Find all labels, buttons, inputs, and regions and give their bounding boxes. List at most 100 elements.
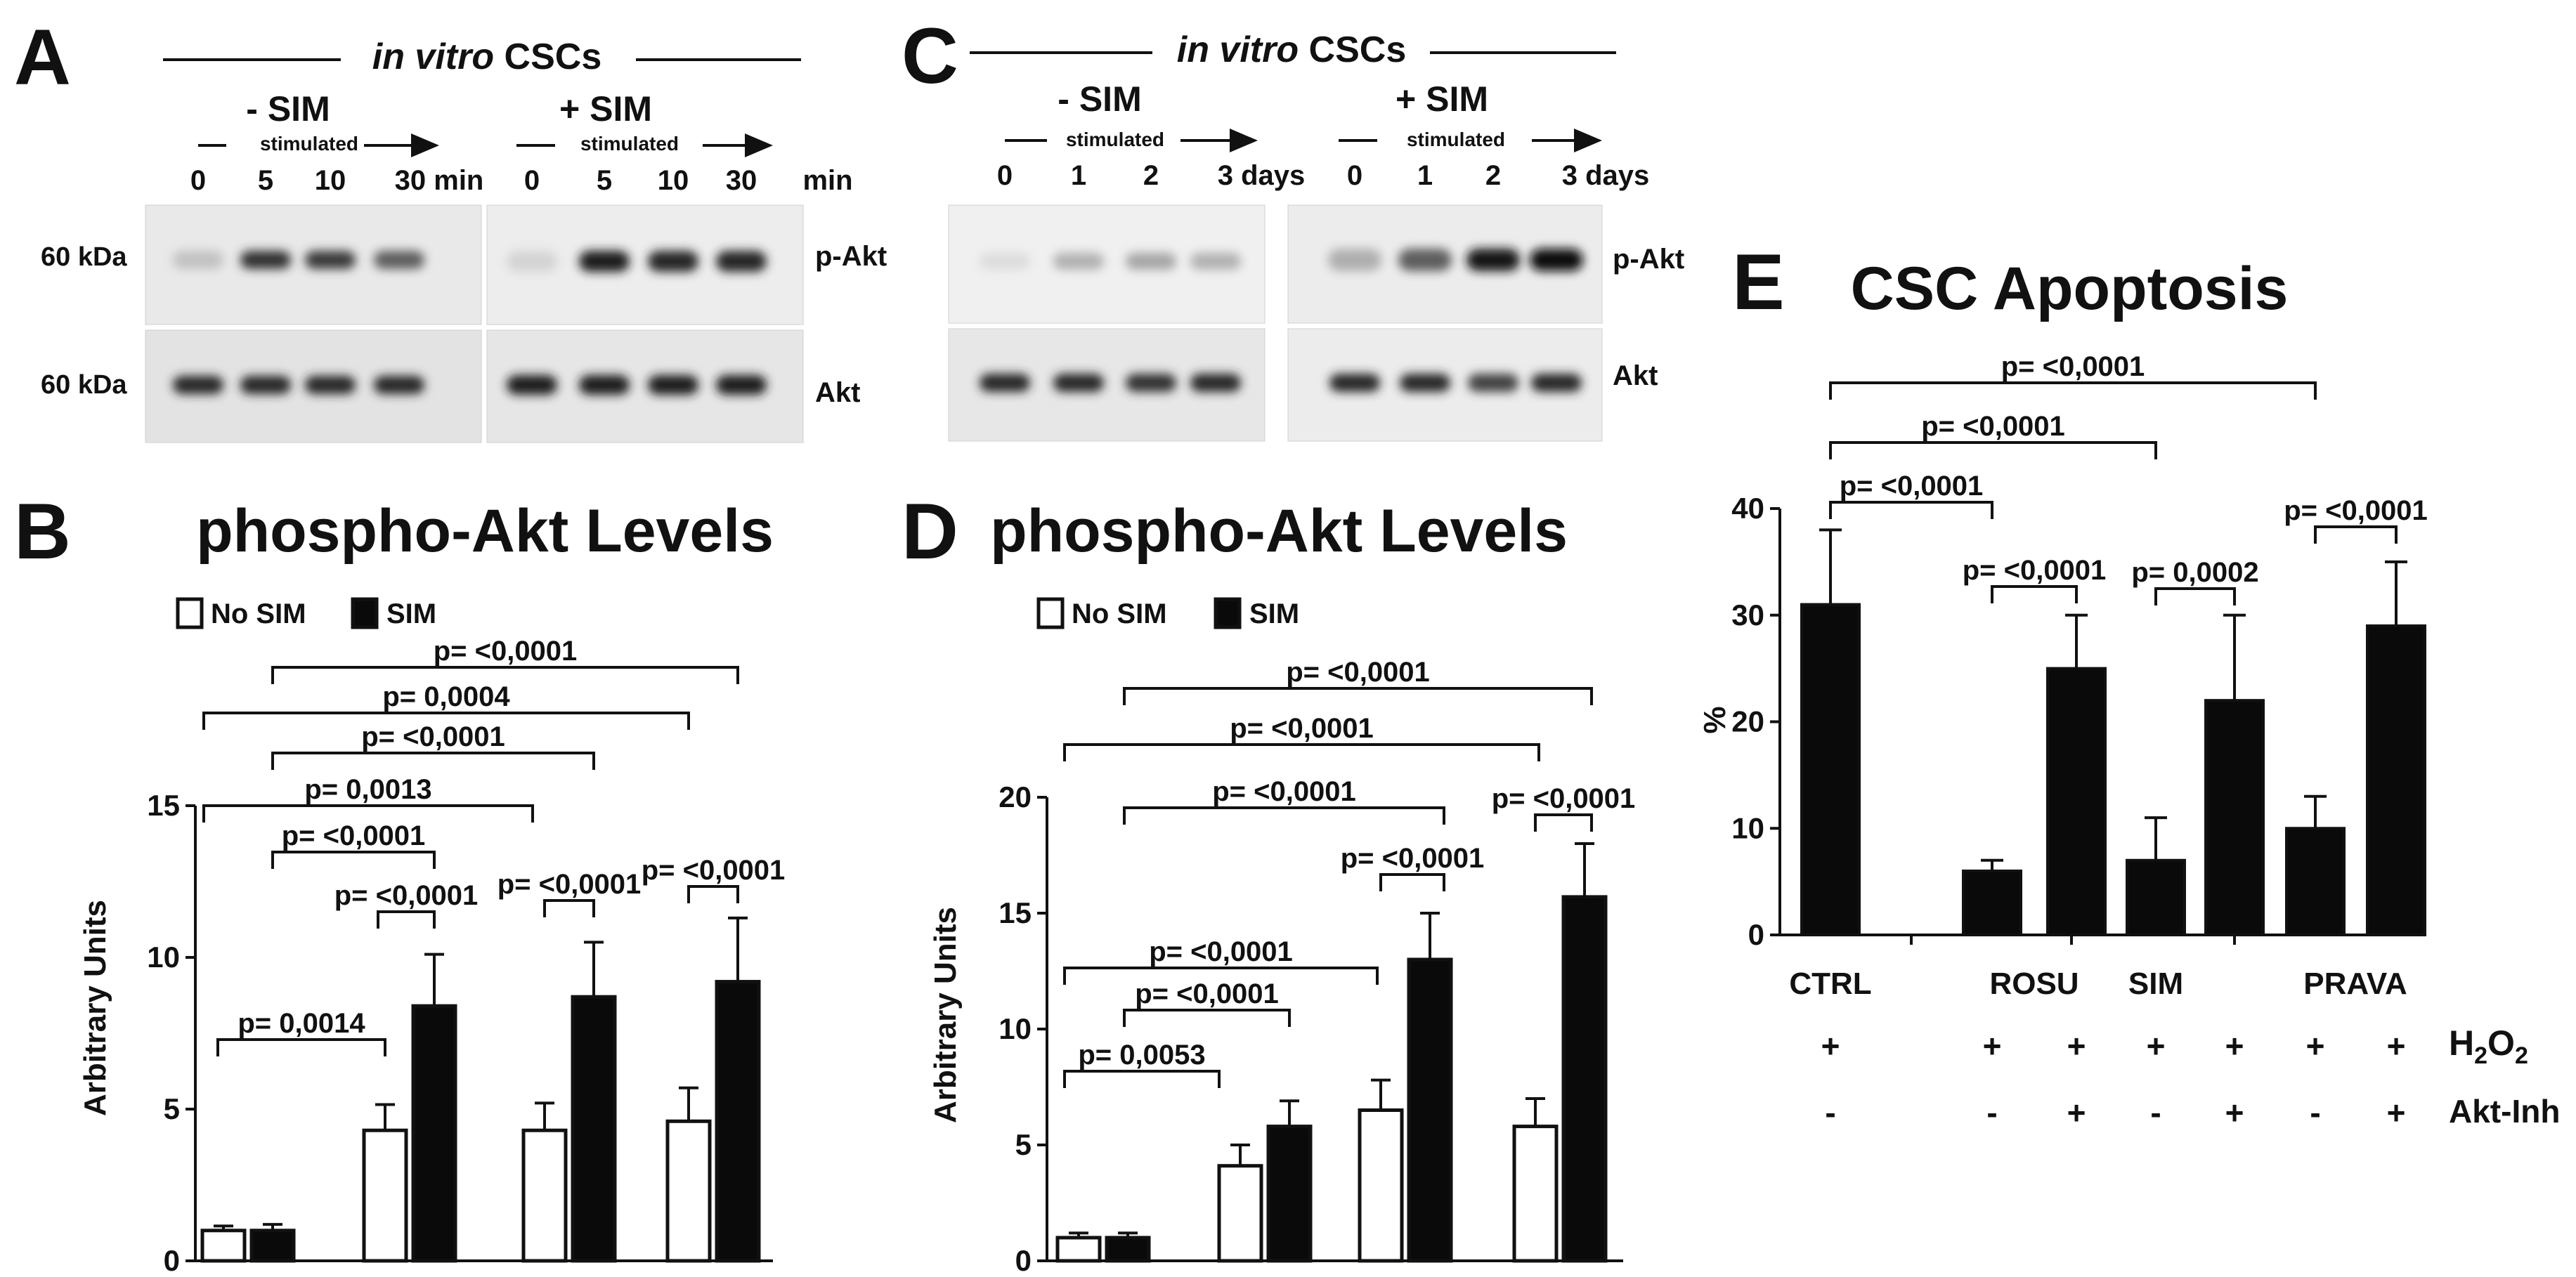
blot-a-row-akt: Akt [815,377,860,408]
chart-e-akt-1: - [1986,1094,1997,1131]
blot-c-group-sim-stim: stimulated [1407,129,1505,150]
chart-d-sig-6-line [1063,743,1540,761]
blot-c-sim-time-0: 0 [1347,160,1362,191]
blot-a-mw-bottom: 60 kDa [41,370,127,400]
chart-b-sig-6-line [271,752,595,770]
chart-e-sig-2-label: p= 0,0002 [2131,557,2258,588]
chart-e-y-tick-label-2: 20 [1731,705,1764,738]
chart-b-sig-5-line [202,804,534,823]
chart-d-sig-2-line [1063,967,1379,985]
chart-d-sig-4-label: p= <0,0001 [1492,783,1636,814]
blot-a-membranes [145,204,804,443]
blot-a-group-sim-title: + SIM [559,89,652,129]
blot-c-row-pakt: p-Akt [1613,244,1684,275]
blot-c-sim-time-3: 3 days [1562,160,1650,191]
blot-c-band-sim-pakt-1 [1398,249,1452,271]
blot-c-sim-time-1: 1 [1417,160,1433,191]
blot-a-nosim-time-3: 30 min [395,165,484,196]
chart-d-sig-2-label: p= <0,0001 [1149,936,1293,967]
chart-d-bar-1-3 [1561,895,1608,1263]
chart-b-sig-8-label: p= <0,0001 [434,636,578,667]
chart-e-sig-6-label: p= <0,0001 [2001,351,2145,382]
chart-b-bar-0-1 [362,1128,408,1263]
chart-b-sig-7-label: p= 0,0004 [382,681,510,712]
chart-b-y-tick-label-1: 5 [164,1092,180,1125]
chart-b-bar-1-1 [411,1004,457,1263]
blot-a-band-sim-akt-0 [507,375,557,395]
blot-a-band-sim-pakt-3 [716,251,767,272]
chart-b-sig-0-label: p= 0,0014 [238,1008,365,1039]
chart-d-y-tick-label-3: 15 [998,896,1032,929]
chart-e-ylabel: % [1698,706,1732,733]
chart-e-sig-1-line [1991,585,2078,603]
blot-a-sim-time-0: 0 [524,165,540,196]
blot-c-band-nosim-pakt-1 [1053,253,1104,270]
blot-a-sim-time-1: 5 [597,165,612,196]
blot-a-row-pakt: p-Akt [815,241,887,272]
chart-d-sig-0-label: p= 0,0053 [1078,1040,1205,1070]
chart-e-bar-1 [1962,869,2022,936]
chart-d-legend-nosim-label: No SIM [1072,598,1167,629]
chart-e-plot: 0 10 20 30 40 CTRL ROSU SIM PRAVA + + + + + + + - - + - + - + p… [1731,351,2428,1131]
chart-d-legend-nosim-swatch [1036,597,1065,629]
blot-c-band-nosim-pakt-3 [1190,253,1241,270]
blot-a-band-sim-akt-2 [648,375,698,395]
blot-a-sim-time-2: 10 [658,165,689,196]
chart-b-bar-1-2 [571,995,617,1263]
chart-d-sig-5-label: p= <0,0001 [1212,776,1356,807]
chart-d-title: phospho-Akt Levels [990,497,1568,565]
chart-e-sig-4-label: p= <0,0001 [1921,411,2065,442]
chart-d-sig-0-line [1063,1070,1221,1088]
blot-a-nosim-time-0: 0 [190,165,206,196]
chart-e-y-tick-label-3: 30 [1731,598,1764,631]
chart-b-sig-6-label: p= <0,0001 [361,721,505,752]
chart-b-bar-0-3 [665,1119,712,1263]
blot-c-sim-time-2: 2 [1485,160,1501,191]
chart-b-sig-1-label: p= <0,0001 [334,880,479,911]
chart-e-h2o2-label: H2O2 [2449,1023,2528,1069]
blot-a-sim-time-3: 30 [726,165,757,196]
chart-e-h2o2-3: + [2147,1028,2166,1064]
chart-e-akt-2: + [2067,1094,2086,1131]
panel-letter-e: E [1732,238,1785,326]
chart-b-x-label-1: 5 min [371,1275,448,1277]
chart-d-bar-0-3 [1512,1125,1559,1263]
chart-e-akt-4: + [2225,1094,2244,1131]
blot-a-band-sim-akt-3 [716,375,767,395]
chart-d-sig-7-label: p= <0,0001 [1286,657,1430,688]
chart-d-sig-4-line [1534,813,1593,832]
chart-e-h2o2-2: + [2067,1028,2086,1064]
blot-c-band-sim-akt-3 [1531,374,1582,392]
chart-b-sig-8-line [271,666,739,684]
chart-b-sig-2-label: p= <0,0001 [497,869,642,900]
blot-a-group-nosim-stim: stimulated [260,133,358,155]
blot-c-band-nosim-pakt-2 [1126,253,1176,270]
chart-e-bar-0 [1800,603,1861,936]
chart-e-sig-1-label: p= <0,0001 [1963,555,2107,586]
blot-a-nosim-time-1: 5 [258,165,273,196]
chart-b-title: phospho-Akt Levels [196,497,774,565]
blot-a-mw-top: 60 kDa [41,242,127,272]
chart-d-bar-1-1 [1266,1125,1313,1263]
chart-b-x-label-0: BASE [207,1275,290,1277]
chart-b-bar-0-0 [200,1229,247,1263]
chart-b-sig-0-line [216,1038,386,1056]
blot-a-band-nosim-akt-3 [374,376,424,394]
chart-e-sig-3-label: p= <0,0001 [2284,495,2428,526]
blot-c-nosim-time-0: 0 [997,160,1013,191]
chart-d-legend-sim-swatch [1214,597,1242,629]
blot-a-band-sim-pakt-2 [648,251,698,272]
chart-e-bar-4 [2204,699,2265,937]
blot-a-group-sim-stim: stimulated [580,133,679,155]
chart-d-y-tick-label-4: 20 [998,780,1032,813]
chart-d-bar-0-1 [1217,1164,1263,1263]
chart-e-akt-0: - [1825,1094,1835,1131]
chart-d-x-label-3: 3 days [1514,1275,1606,1277]
blot-c-band-nosim-akt-0 [980,374,1030,392]
chart-d-sig-3-line [1379,873,1445,891]
chart-d-y-tick-label-2: 10 [998,1012,1032,1045]
blot-a-band-nosim-pakt-0 [173,251,223,269]
blot-c-group-nosim-stim: stimulated [1066,129,1164,150]
blot-a: in vitro CSCs - SIM stimulated 0 5 10 30… [41,37,887,443]
chart-b-sig-1-line [377,910,436,929]
